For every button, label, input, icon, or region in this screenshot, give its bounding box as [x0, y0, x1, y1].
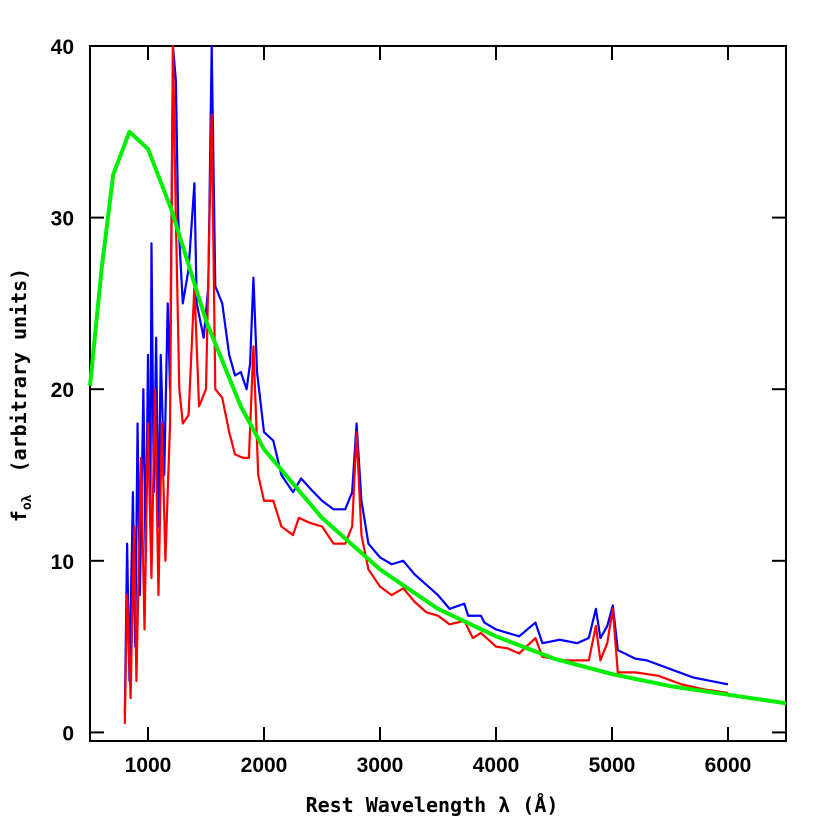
y-label-main: f — [7, 510, 31, 522]
y-label-sub: oλ — [20, 494, 35, 510]
x-tick-label: 2000 — [241, 754, 288, 777]
y-label-rest: (arbitrary units) — [7, 268, 31, 473]
series-line — [123, 44, 729, 724]
x-tick-label: 1000 — [125, 754, 172, 777]
y-tick-label: 40 — [51, 36, 74, 59]
y-axis-label: foλ (arbitrary units) — [7, 268, 35, 522]
y-tick-label: 20 — [51, 379, 74, 402]
x-tick-label: 4000 — [473, 754, 520, 777]
x-axis-label: Rest Wavelength λ (Å) — [306, 793, 559, 817]
series-line — [88, 129, 787, 706]
series-line — [123, 44, 729, 716]
y-tick-label: 10 — [51, 551, 74, 574]
x-tick-label: 3000 — [357, 754, 404, 777]
y-tick-label: 0 — [62, 722, 74, 745]
x-tick-label: 5000 — [589, 754, 636, 777]
plot-frame — [89, 45, 787, 742]
y-tick-label: 30 — [51, 208, 74, 231]
x-tick-label: 6000 — [705, 754, 752, 777]
